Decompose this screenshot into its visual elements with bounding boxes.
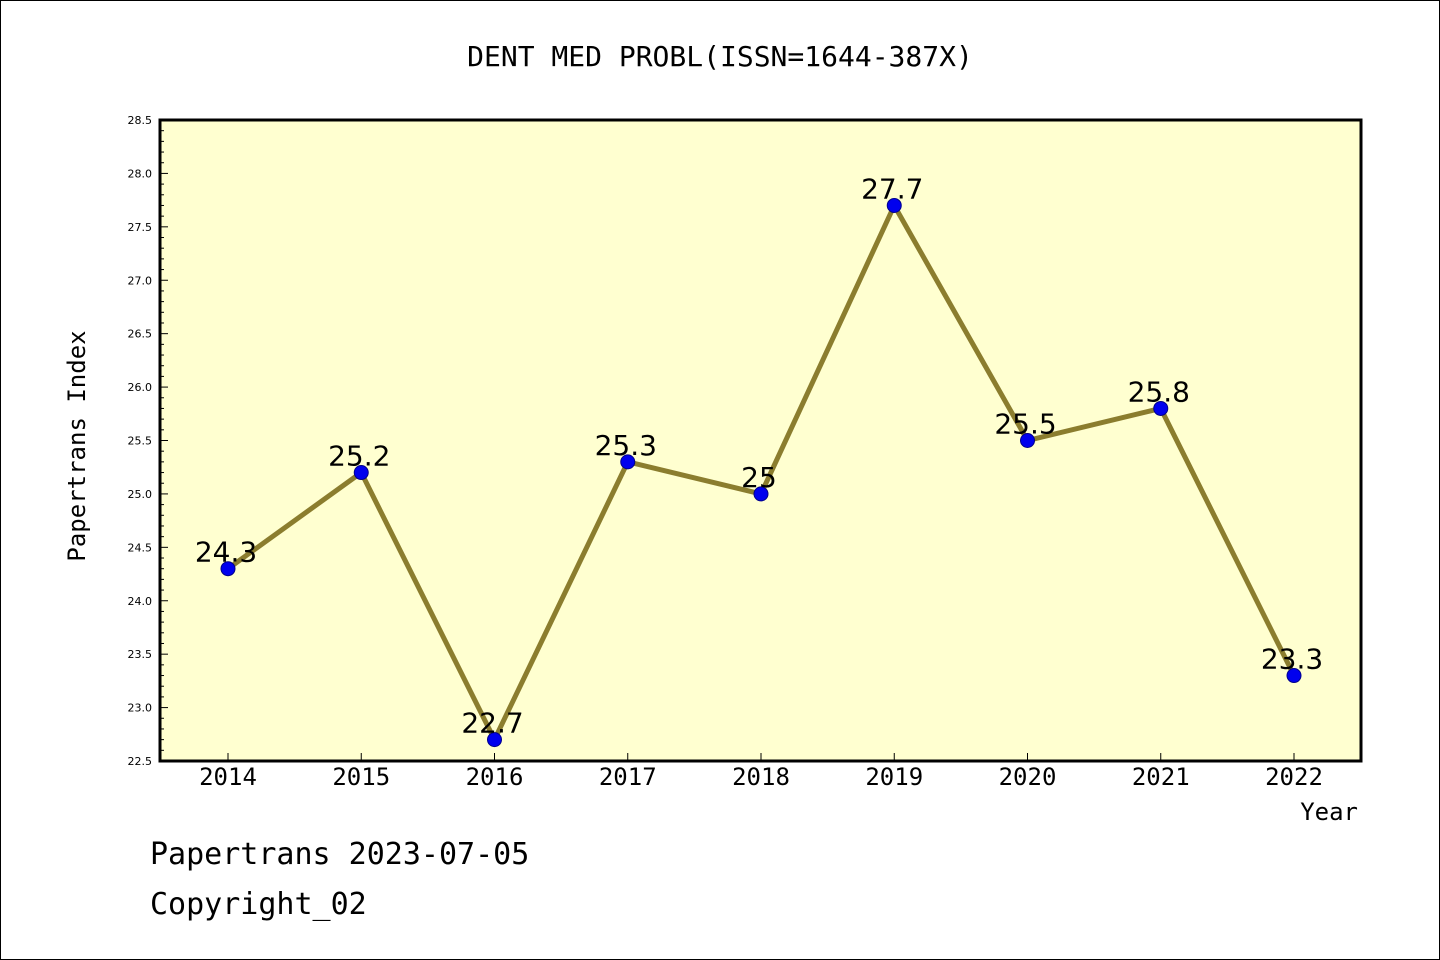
y-tick-label: 28.5 [128, 114, 153, 127]
x-tick-label: 2017 [599, 763, 657, 791]
data-point-marker [886, 197, 902, 213]
data-point-marker [620, 454, 636, 470]
series-layer [220, 197, 1302, 748]
data-point-marker [1153, 400, 1169, 416]
data-point-marker [1020, 433, 1035, 448]
data-label: 25.5 [994, 408, 1056, 441]
plot-area [158, 118, 1363, 763]
y-tick-label: 23.5 [128, 648, 153, 661]
y-tick-label: 22.5 [128, 755, 153, 768]
y-tick-label: 26.0 [128, 381, 153, 394]
data-label: 25.8 [1128, 375, 1190, 408]
x-tick-label: 2015 [332, 763, 390, 791]
x-tick-label: 2021 [1132, 763, 1190, 791]
data-point-marker [353, 465, 369, 481]
y-tick-label: 23.0 [128, 702, 153, 715]
y-axis-minor-ticks [160, 130, 164, 751]
y-tick-label: 27.5 [128, 221, 153, 234]
data-label: 25.3 [595, 429, 657, 462]
footer-copyright: Copyright_02 [150, 887, 367, 922]
x-tick-label: 2022 [1265, 763, 1323, 791]
y-tick-label: 24.5 [128, 541, 153, 554]
x-tick-label: 2018 [732, 763, 790, 791]
y-tick-label: 27.0 [128, 274, 153, 287]
data-point-marker [487, 732, 502, 748]
x-axis-label: Year [1300, 798, 1358, 826]
y-tick-label: 28.0 [128, 167, 153, 180]
x-tick-label: 2016 [466, 763, 524, 791]
data-label: 24.3 [195, 536, 257, 569]
data-label: 22.7 [461, 707, 523, 740]
data-point-marker [1286, 668, 1302, 684]
data-label: 23.3 [1261, 643, 1323, 676]
data-label: 27.7 [861, 172, 923, 205]
x-tick-label: 2014 [199, 763, 257, 791]
y-axis-ticks: 22.5 23.0 23.5 24.0 24.5 25.0 25.5 26.0 26.5 27.0… [128, 114, 168, 768]
y-tick-label: 24.0 [128, 595, 153, 608]
data-label: 25 [741, 461, 777, 494]
data-point-marker [220, 561, 236, 577]
x-tick-label: 2019 [865, 763, 923, 791]
data-point-marker [753, 486, 769, 502]
data-label: 25.2 [328, 440, 390, 473]
footer-date: Papertrans 2023-07-05 [150, 837, 529, 872]
data-labels-layer: 24.3 25.2 22.7 25.3 25 27.7 25.5 25.8 23.3 [195, 172, 1323, 739]
y-axis-label: Papertrans Index [63, 330, 91, 561]
chart-title: DENT MED PROBL(ISSN=1644-387X) [467, 40, 973, 73]
x-axis-ticks: 2014 2015 2016 2017 2018 2019 2020 2021 2022 [199, 753, 1323, 791]
y-tick-label: 26.5 [128, 328, 153, 341]
y-tick-label: 25.5 [128, 435, 153, 448]
x-tick-label: 2020 [999, 763, 1057, 791]
y-tick-label: 25.0 [128, 488, 153, 501]
